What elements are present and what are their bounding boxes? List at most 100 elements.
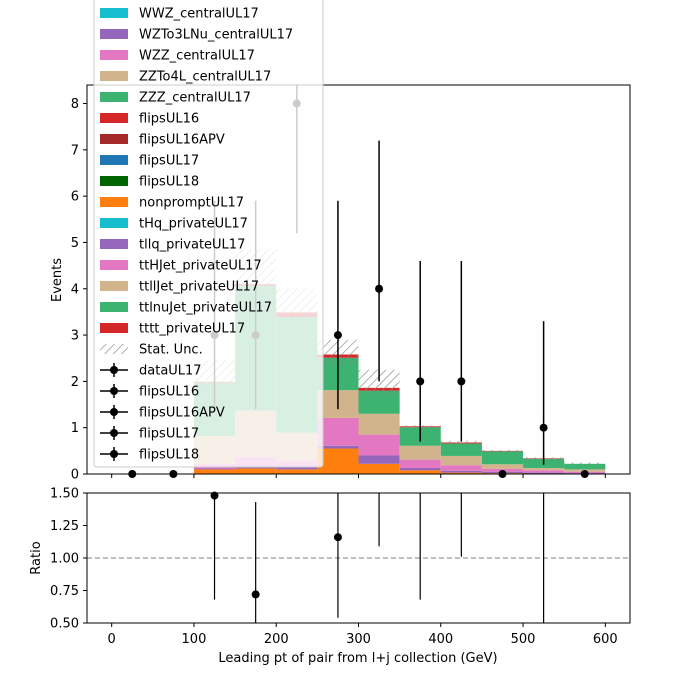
main-ytick-label-2: 2 (71, 375, 79, 390)
main-ytick-label-5: 5 (71, 236, 79, 251)
legend-marker-dot-18 (110, 387, 118, 395)
stack-bar-tllq_privateUL17-bin-4 (276, 467, 318, 470)
legend-swatch-4 (100, 92, 128, 102)
main-ytick-label-3: 3 (71, 329, 79, 344)
legend-swatch-8 (100, 176, 128, 186)
legend-swatch-1 (100, 29, 128, 39)
legend-label-17: dataUL17 (139, 364, 202, 379)
ratio-ytick-label-3: 1.25 (50, 519, 79, 534)
legend-swatch-10 (100, 218, 128, 228)
legend-swatch-13 (100, 281, 128, 291)
stack-bar-ttHJet_privateUL17-bin-10 (523, 470, 565, 473)
legend-label-18: flipsUL16 (139, 385, 199, 400)
legend-swatch-15 (100, 323, 128, 333)
stack-bar-ttlnuJet_privateUL17-bin-11 (564, 463, 606, 470)
stat-unc-bin-11 (564, 462, 606, 465)
stack-bar-nonpromptUL17-bin-3 (235, 468, 277, 474)
legend-label-3: ZZTo4L_centralUL17 (139, 70, 271, 85)
ratio-ytick-label-1: 0.75 (50, 584, 79, 599)
legend-swatch-5 (100, 113, 128, 123)
ratio-ytick-label-4: 1.50 (50, 487, 79, 502)
legend-swatch-9 (100, 197, 128, 207)
main-ytick-label-7: 7 (71, 143, 79, 158)
stack-bar-tllq_privateUL17-bin-10 (523, 472, 565, 474)
legend-marker-dot-17 (110, 366, 118, 374)
ratio-panel: 0.50 0.75 1.00 1.25 1.50 0 100 200 300 400 500 600 (50, 487, 631, 647)
stack-bar-ttHJet_privateUL17-bin-8 (440, 465, 482, 471)
legend-label-16: Stat. Unc. (139, 343, 203, 358)
stack-bar-nonpromptUL17-bin-7 (399, 470, 441, 474)
stack-bar-ttlnuJet_privateUL17-bin-6 (358, 390, 400, 414)
legend-label-6: flipsUL16APV (139, 133, 225, 148)
legend-label-0: WWZ_centralUL17 (139, 7, 259, 22)
legend-label-13: ttllJet_privateUL17 (139, 280, 259, 295)
stack-bar-ttHJet_privateUL17-bin-5 (317, 417, 359, 446)
legend-swatch-0 (100, 8, 128, 18)
legend-label-15: tttt_privateUL17 (139, 322, 245, 337)
legend-label-4: ZZZ_centralUL17 (139, 91, 251, 106)
legend-marker-dot-20 (110, 429, 118, 437)
legend-label-5: flipsUL16 (139, 112, 199, 127)
legend-label-12: ttHJet_privateUL17 (139, 259, 262, 274)
legend-swatch-3 (100, 71, 128, 81)
legend-label-7: flipsUL17 (139, 154, 199, 169)
ratio-point-0 (210, 491, 219, 500)
xtick-label-6: 600 (593, 632, 618, 647)
legend-swatch-12 (100, 260, 128, 270)
main-ytick-label-4: 4 (71, 282, 79, 297)
legend-swatch-7 (100, 155, 128, 165)
stack-bar-ttllJet_privateUL17-bin-8 (440, 455, 482, 466)
legend-label-10: tHq_privateUL17 (139, 217, 248, 232)
xtick-label-2: 200 (264, 632, 289, 647)
legend-label-21: flipsUL18 (139, 448, 199, 463)
stack-bar-ttlnuJet_privateUL17-bin-9 (481, 451, 524, 465)
legend-label-8: flipsUL18 (139, 175, 199, 190)
ratio-ytick-label-2: 1.00 (50, 552, 79, 567)
legend-swatch-14 (100, 302, 128, 312)
legend-label-14: ttlnuJet_privateUL17 (139, 301, 272, 316)
stack-bar-ttllJet_privateUL17-bin-7 (399, 445, 441, 460)
ratio-point-2 (333, 533, 342, 542)
xtick-label-1: 100 (182, 632, 207, 647)
stat-unc-bin-8 (440, 440, 482, 445)
xtick-label-3: 300 (346, 632, 371, 647)
stack-bar-ttllJet_privateUL17-bin-9 (481, 464, 524, 469)
data-point-7 (416, 377, 425, 386)
data-point-5 (333, 331, 342, 340)
stack-bar-tllq_privateUL17-bin-5 (317, 445, 359, 449)
xtick-label-5: 500 (511, 632, 536, 647)
legend-swatch-2 (100, 50, 128, 60)
xtick-label-0: 0 (108, 632, 116, 647)
stat-unc-bin-9 (481, 449, 524, 453)
stack-bar-nonpromptUL17-bin-5 (317, 448, 359, 474)
stack-bar-tllq_privateUL17-bin-6 (358, 455, 400, 464)
x-axis-label: Leading pt of pair from l+j collection (… (218, 651, 497, 666)
xtick-label-4: 400 (428, 632, 453, 647)
stack-bar-ttllJet_privateUL17-bin-10 (523, 467, 565, 471)
legend: WWZ_centralUL17 WZTo3LNu_centralUL17 WZZ_c… (93, 0, 324, 468)
stack-bar-tllq_privateUL17-bin-7 (399, 467, 441, 471)
stack-bar-nonpromptUL17-bin-6 (358, 463, 400, 474)
ratio-point-1 (251, 590, 260, 599)
legend-box (93, 0, 324, 468)
ratio-ytick-label-0: 0.50 (50, 617, 79, 632)
legend-swatch-16 (100, 344, 128, 354)
main-ytick-label-6: 6 (71, 190, 79, 205)
data-point-10 (539, 423, 548, 432)
stack-bar-ttHJet_privateUL17-bin-7 (399, 459, 441, 468)
legend-swatch-6 (100, 134, 128, 144)
stack-bar-tllq_privateUL17-bin-8 (440, 470, 482, 473)
legend-label-1: WZTo3LNu_centralUL17 (139, 28, 293, 43)
stack-bar-ttllJet_privateUL17-bin-6 (358, 413, 400, 435)
legend-marker-dot-19 (110, 408, 118, 416)
legend-marker-dot-21 (110, 450, 118, 458)
legend-label-9: nonpromptUL17 (139, 196, 244, 211)
legend-label-2: WZZ_centralUL17 (139, 49, 255, 64)
stack-bar-ttHJet_privateUL17-bin-6 (358, 434, 400, 456)
legend-label-11: tllq_privateUL17 (139, 238, 245, 253)
stack-bar-nonpromptUL17-bin-2 (193, 469, 236, 474)
stack-bar-tllq_privateUL17-bin-2 (193, 468, 236, 470)
stack-bar-nonpromptUL17-bin-8 (440, 472, 482, 474)
stack-bar-ttlnuJet_privateUL17-bin-8 (440, 443, 482, 456)
